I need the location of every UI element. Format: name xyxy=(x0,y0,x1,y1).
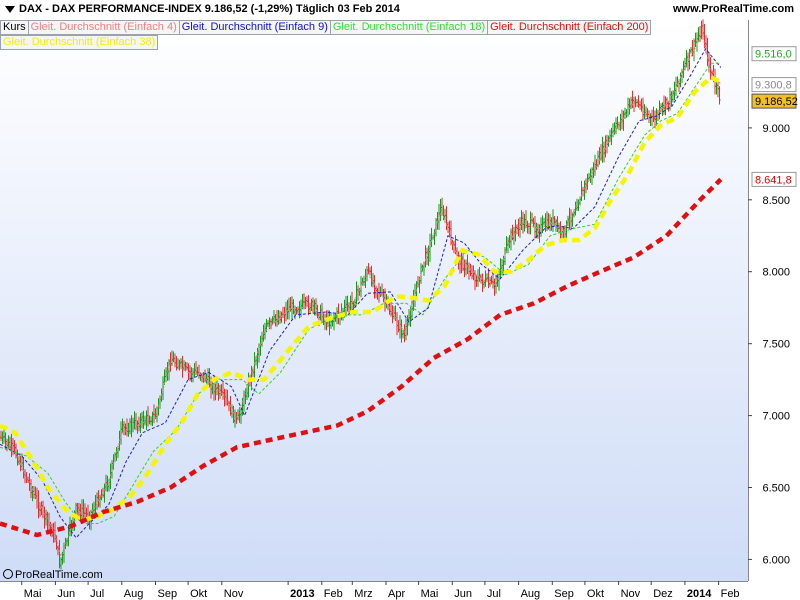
svg-text:9.300,8: 9.300,8 xyxy=(755,80,792,92)
ma-line-1 xyxy=(0,33,722,557)
legend-item[interactable]: Kurs xyxy=(0,20,29,35)
x-tick-label: Feb xyxy=(721,588,740,600)
x-tick-label: Nov xyxy=(621,588,641,600)
legend-item[interactable]: Gleit. Durchschnitt (Einfach 4) xyxy=(27,20,180,35)
legend-item[interactable]: Gleit. Durchschnitt (Einfach 18) xyxy=(329,20,489,35)
price-label: 9.300,8 xyxy=(751,77,797,93)
x-tick-label: 2013 xyxy=(290,588,314,600)
ma-line-3 xyxy=(0,62,721,524)
svg-text:8.641,8: 8.641,8 xyxy=(755,174,792,186)
x-tick-label: Okt xyxy=(190,588,207,600)
x-tick-label: Aug xyxy=(521,588,541,600)
x-tick-label: Feb xyxy=(324,588,343,600)
x-tick-label: Mrz xyxy=(354,588,372,600)
x-tick-label: Okt xyxy=(587,588,604,600)
price-bars xyxy=(0,19,721,570)
legend-item[interactable]: Gleit. Durchschnitt (Einfach 38) xyxy=(0,35,159,50)
x-tick-label: Mai xyxy=(421,588,439,600)
y-tick-label: 8.000 xyxy=(762,267,790,279)
x-tick-label: Mai xyxy=(24,588,42,600)
x-tick-label: Sep xyxy=(158,588,178,600)
dropdown-triangle-icon[interactable] xyxy=(5,6,15,13)
x-tick-label: 2014 xyxy=(687,588,712,600)
x-axis: Mai Jun Jul Aug Sep Okt Nov 2013 Feb Mrz Apr Mai Jun… xyxy=(21,581,740,600)
site-link[interactable]: www.ProRealTime.com xyxy=(672,3,794,15)
copyright-text: ProRealTime.com xyxy=(15,569,103,581)
svg-text:9.516,0: 9.516,0 xyxy=(755,49,792,61)
y-tick-label: 7.500 xyxy=(762,339,790,351)
copyright: ProRealTime.com xyxy=(3,569,103,581)
ma-line-5 xyxy=(0,177,723,538)
y-tick-label: 6.500 xyxy=(762,483,790,495)
x-tick-label: Jul xyxy=(487,588,501,600)
copyright-icon xyxy=(3,569,13,579)
chart-title: DAX - DAX PERFORMANCE-INDEX 9.186,52 (-1… xyxy=(19,3,400,15)
ma-line-2 xyxy=(0,48,722,539)
x-tick-label: Jun xyxy=(454,588,472,600)
price-label: 8.641,8 xyxy=(751,171,797,187)
x-tick-label: Dez xyxy=(653,588,673,600)
price-label: 9.186,52 xyxy=(751,93,798,109)
x-tick-label: Jun xyxy=(57,588,75,600)
x-tick-label: Sep xyxy=(554,588,574,600)
x-tick-label: Jul xyxy=(90,588,104,600)
legend-row-1: Kurs Gleit. Durchschnitt (Einfach 4) Gleit… xyxy=(0,20,652,35)
moving-average-lines xyxy=(0,33,723,557)
y-tick-label: 9.000 xyxy=(762,123,790,135)
x-tick-label: Nov xyxy=(224,588,244,600)
legend-item[interactable]: Gleit. Durchschnitt (Einfach 200) xyxy=(487,20,652,35)
x-tick-label: Apr xyxy=(388,588,405,600)
svg-text:9.186,52: 9.186,52 xyxy=(755,96,798,108)
y-tick-label: 8.500 xyxy=(762,195,790,207)
price-bar xyxy=(718,86,721,105)
price-label: 9.516,0 xyxy=(751,46,797,62)
legend-row-2: Gleit. Durchschnitt (Einfach 38) xyxy=(0,35,159,50)
x-tick-label: Aug xyxy=(124,588,144,600)
y-tick-label: 7.000 xyxy=(762,411,790,423)
title-bar: DAX - DAX PERFORMANCE-INDEX 9.186,52 (-1… xyxy=(0,0,800,20)
y-tick-label: 6.000 xyxy=(762,554,790,566)
y-axis: 6.000 6.500 7.000 7.500 8.000 8.500 9.000 xyxy=(748,123,790,566)
legend-item[interactable]: Gleit. Durchschnitt (Einfach 9) xyxy=(178,20,331,35)
price-labels: 9.516,0 9.300,8 9.186,52 8.641,8 xyxy=(751,46,798,187)
